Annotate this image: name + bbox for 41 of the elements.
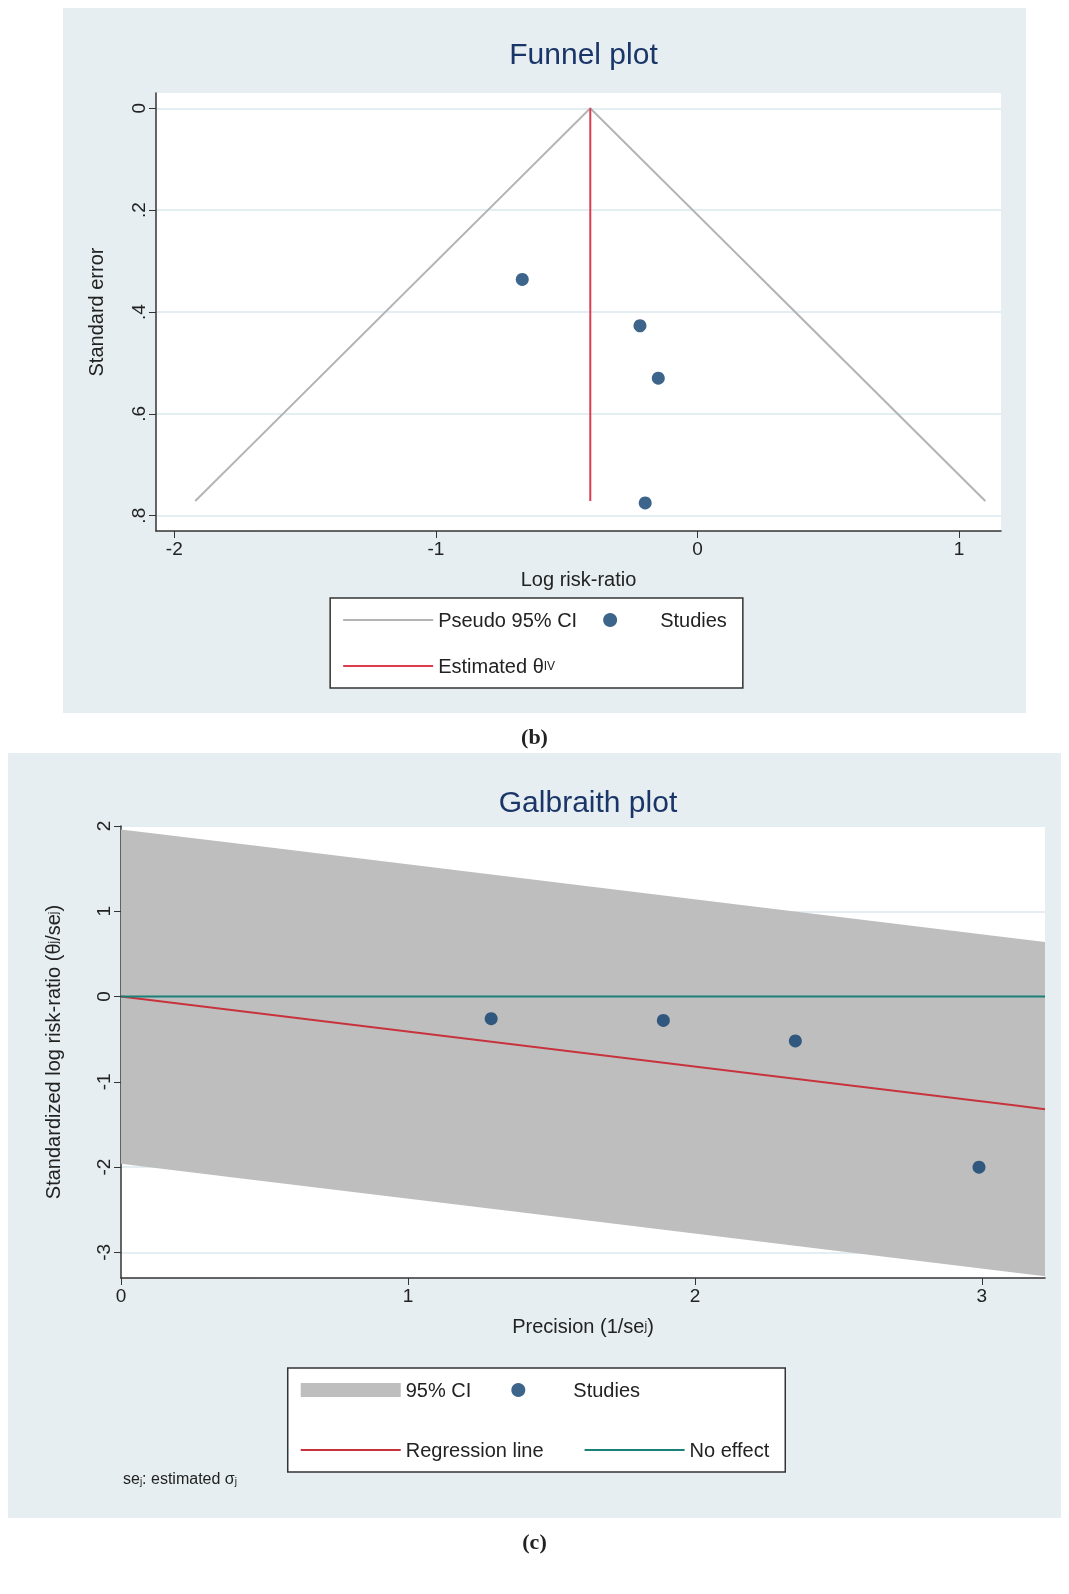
y-tick-label: .2 [128,202,149,219]
y-tick-label: .4 [128,303,149,320]
x-tick-label: 3 [976,1285,988,1306]
chart-title: Funnel plot [509,36,659,70]
y-tick-label: .6 [128,405,149,422]
y-tick-label: 2 [93,820,114,832]
chart-title: Galbraith plot [498,784,678,818]
y-tick-label: -1 [93,1073,114,1091]
y-tick-label: -3 [93,1243,114,1261]
y-axis-title: Standard error [85,247,107,377]
y-tick-label: 0 [93,991,114,1002]
x-tick-label: -1 [427,538,445,559]
text: (b) [521,723,548,749]
y-tick-label: -2 [93,1158,114,1176]
x-axis-title: Log risk-ratio [520,568,637,590]
legend-label: 95% CI [405,1379,472,1401]
x-tick-label: 1 [953,538,965,559]
y-tick-label: 0 [128,102,149,114]
x-tick-label: 1 [402,1285,414,1306]
point [484,1012,498,1026]
x-tick-label: 0 [692,538,703,559]
y-tick-label: 1 [93,905,114,917]
point [633,319,647,333]
legend-label: Estimated θIV [438,655,556,677]
x-tick-label: -2 [165,538,183,559]
legend-label: Studies [660,609,727,631]
legend-label: Studies [573,1379,641,1401]
y-tick-label: .8 [128,507,149,524]
point [972,1160,986,1174]
text: (c) [522,1528,547,1554]
point [656,1013,670,1027]
x-tick-label: 2 [689,1285,701,1306]
x-tick-label: 0 [115,1285,127,1306]
legend-label: Pseudo 95% CI [438,609,578,631]
legend-label: No effect [689,1439,770,1461]
point [638,496,652,510]
point [515,272,529,286]
legend-label: Regression line [405,1439,544,1461]
point [651,371,665,385]
x-axis-title: Precision (1/sej) [512,1315,654,1337]
point [788,1034,802,1048]
